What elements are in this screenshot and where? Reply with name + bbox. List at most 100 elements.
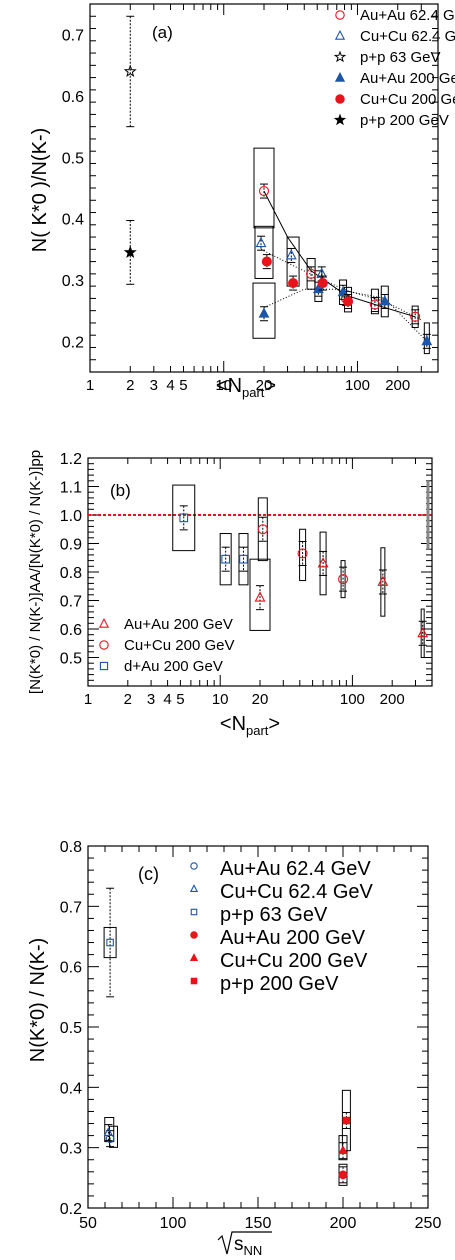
x-tick-label: 200 bbox=[385, 377, 410, 394]
systematic-box bbox=[411, 305, 419, 329]
y-tick-label: 0.7 bbox=[60, 899, 82, 916]
systematic-box bbox=[219, 533, 232, 586]
legend-marker bbox=[333, 113, 347, 126]
systematic-box bbox=[253, 147, 275, 229]
legend-label: Au+Au 200 GeV bbox=[124, 616, 233, 633]
legend-label: Cu+Cu 62.4 GeV bbox=[360, 28, 455, 45]
data-point bbox=[417, 626, 429, 638]
systematic-box bbox=[238, 533, 249, 586]
axes-b: 1 2 3 4 5 10 20 100 200 0.5 0.6 0.7 0.8 0.9 1.0 1.1 1.2 bbox=[60, 451, 433, 708]
y-tick-label: 0.2 bbox=[60, 1201, 82, 1218]
legend-label: Au+Au 200 GeV bbox=[220, 927, 366, 949]
data-c bbox=[103, 887, 351, 1186]
x-tick-label: 5 bbox=[179, 377, 187, 394]
systematic-box bbox=[340, 560, 346, 599]
data-point bbox=[337, 285, 349, 297]
legend-label: d+Au 200 GeV bbox=[124, 658, 223, 675]
legend-label: Cu+Cu 200 GeV bbox=[220, 950, 368, 972]
x-axis-label-sub: part bbox=[246, 723, 269, 738]
legend-marker bbox=[190, 931, 198, 939]
y-tick-label: 0.9 bbox=[60, 537, 82, 554]
x-tick-label: 2 bbox=[124, 691, 132, 708]
y-axis-label: N( K*0 )/N(K-) bbox=[29, 128, 51, 252]
systematic-box bbox=[172, 484, 196, 552]
y-tick-label: 1.2 bbox=[60, 451, 82, 468]
systematic-box bbox=[306, 258, 316, 290]
x-tick-label: 200 bbox=[380, 691, 405, 708]
data-point bbox=[254, 591, 266, 602]
x-tick-label: 3 bbox=[147, 691, 155, 708]
legend-label: Au+Au 62.4 GeV bbox=[220, 858, 371, 880]
legend-marker bbox=[190, 862, 198, 870]
legend-marker bbox=[335, 94, 345, 104]
data-point bbox=[421, 334, 433, 346]
systematic-box bbox=[339, 279, 348, 306]
data-point bbox=[338, 1170, 348, 1180]
sqrt-sign bbox=[217, 1231, 272, 1255]
data-b bbox=[88, 480, 432, 658]
y-tick-label: 1.1 bbox=[60, 480, 82, 497]
data-point bbox=[257, 524, 268, 535]
legend-marker bbox=[334, 29, 346, 40]
data-point bbox=[377, 575, 389, 586]
y-tick-label: 1.0 bbox=[60, 508, 82, 525]
y-tick-label: 0.6 bbox=[60, 960, 82, 977]
legend-label: Cu+Cu 200 GeV bbox=[124, 637, 235, 654]
data-point bbox=[123, 245, 137, 258]
systematic-box bbox=[380, 285, 389, 318]
data-point bbox=[179, 513, 189, 523]
x-axis-label-tail: > bbox=[268, 713, 280, 735]
y-tick-label: 0.5 bbox=[60, 1020, 82, 1037]
legend-label: Au+Au 62.4 GeV bbox=[360, 7, 455, 24]
data-point bbox=[342, 296, 354, 307]
x-axis-label: sNN bbox=[234, 1234, 262, 1258]
y-tick-label: 0.3 bbox=[60, 1141, 82, 1158]
x-tick-label: 4 bbox=[166, 377, 174, 394]
x-tick-label: 1 bbox=[86, 377, 94, 394]
legend-label: p+p 63 GeV bbox=[220, 904, 328, 926]
y-tick-label: 0.3 bbox=[62, 273, 84, 290]
legend-label: p+p 200 GeV bbox=[360, 112, 449, 129]
y-tick-label: 0.2 bbox=[62, 334, 84, 351]
legend-marker bbox=[99, 640, 109, 650]
systematic-box bbox=[299, 528, 307, 582]
legend-label: p+p 63 GeV bbox=[360, 49, 440, 66]
data-point bbox=[342, 1116, 351, 1125]
data-point bbox=[317, 278, 328, 289]
legend-marker bbox=[190, 977, 198, 985]
y-tick-label: 0.4 bbox=[62, 212, 84, 229]
data-point bbox=[261, 256, 272, 267]
systematic-box bbox=[420, 608, 425, 658]
legend-marker bbox=[190, 908, 198, 916]
systematic-box bbox=[341, 1089, 351, 1152]
data-point bbox=[123, 64, 137, 77]
systematic-box bbox=[380, 547, 386, 617]
data-point bbox=[297, 548, 308, 559]
y-tick-label: 0.5 bbox=[60, 651, 82, 668]
x-axis-label: <Npart> bbox=[220, 713, 280, 738]
x-axis-label: <Npart> bbox=[216, 375, 276, 400]
legend-marker bbox=[335, 10, 345, 20]
legend-a: Au+Au 62.4 GeV Cu+Cu 62.4 GeV p+p 63 GeV Au… bbox=[333, 7, 455, 129]
legend-b: Au+Au 200 GeV Cu+Cu 200 GeV d+Au 200 GeV bbox=[98, 616, 235, 675]
systematic-box bbox=[109, 1125, 118, 1148]
legend-label: Cu+Cu 200 GeV bbox=[360, 91, 455, 108]
data-point bbox=[317, 557, 329, 568]
x-tick-label: 5 bbox=[176, 691, 184, 708]
data-point bbox=[239, 554, 248, 564]
x-tick-label: 200 bbox=[330, 1215, 357, 1232]
systematic-box bbox=[338, 1135, 348, 1161]
data-point bbox=[106, 938, 114, 947]
legend-marker bbox=[98, 617, 110, 628]
y-axis-label: [N(K*0) / N(K-)]AA/[N(K*0) / N(K-)]pp bbox=[27, 450, 44, 694]
data-point bbox=[379, 295, 391, 306]
data-point bbox=[105, 1134, 115, 1143]
x-tick-label: 50 bbox=[79, 1215, 97, 1232]
legend-marker bbox=[334, 71, 346, 82]
legend-label: Au+Au 200 GeV bbox=[360, 70, 455, 87]
data-point bbox=[288, 278, 299, 289]
legend-label: Cu+Cu 62.4 GeV bbox=[220, 881, 374, 903]
x-axis-label-sub: part bbox=[242, 385, 265, 400]
